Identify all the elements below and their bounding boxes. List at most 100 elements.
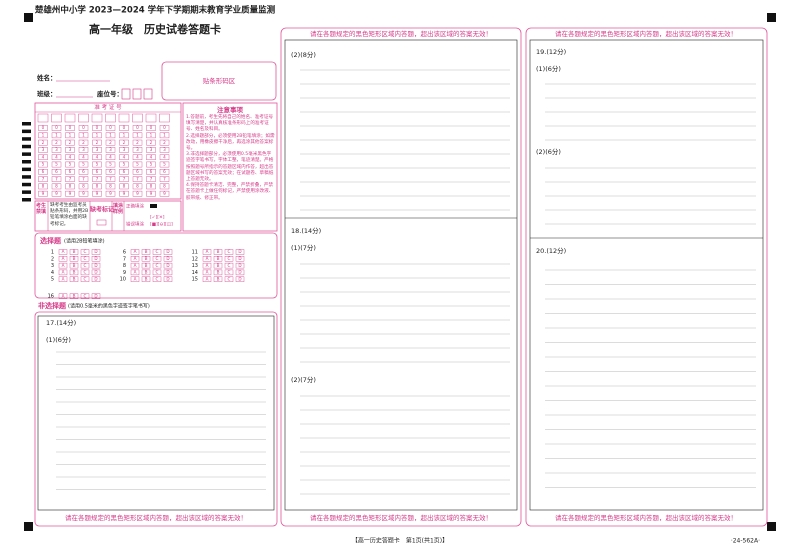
notice-item: 3.非选择题部分，必须使用0.5毫米黑色字迹签字笔书写，字体工整，笔迹清楚。严格…: [186, 152, 274, 183]
question-number: 10: [120, 277, 126, 283]
digit-bubble: 2: [150, 140, 153, 145]
digit-bubble: 7: [123, 176, 126, 181]
notice-item: 1.答题前，考生先将自己的姓名、准考证号填写清楚，并认真核准条形码上的准考证号、…: [186, 115, 274, 133]
option-bubble: C: [156, 249, 159, 254]
digit-bubble: 7: [96, 176, 99, 181]
digit-bubble: 0: [82, 125, 85, 130]
class-label: 班级：: [37, 89, 57, 98]
option-bubble: A: [62, 263, 65, 268]
digit-bubble: 3: [136, 147, 139, 152]
option-bubble: B: [73, 249, 76, 254]
digit-bubble: 4: [82, 154, 85, 159]
barcode-box: [161, 61, 277, 101]
digit-bubble: 5: [96, 162, 99, 167]
option-bubble: B: [145, 270, 148, 275]
question-number: 8: [123, 263, 126, 269]
digit-bubble: 5: [69, 162, 72, 167]
option-bubble: B: [73, 270, 76, 275]
corner-mark: [767, 13, 776, 22]
absent-mark-label: 缺考标记: [90, 206, 114, 214]
option-bubble: C: [156, 263, 159, 268]
part-label: (2)(6分): [536, 147, 561, 156]
digit-bubble: 3: [55, 147, 58, 152]
notice-box: [182, 102, 278, 232]
digit-bubble: 2: [55, 140, 58, 145]
footer-page: 【高一历史答题卡 第1页(共1页)】: [352, 537, 448, 545]
exam-number-box: [34, 102, 182, 200]
wrong-label: 错误填涂: [126, 221, 144, 228]
sample-label: 填涂样例: [113, 203, 124, 215]
option-bubble: A: [62, 270, 65, 275]
option-bubble: B: [145, 249, 148, 254]
option-bubble: A: [134, 270, 137, 275]
digit-bubble: 5: [136, 162, 139, 167]
option-bubble: B: [73, 256, 76, 261]
option-bubble: C: [156, 256, 159, 261]
warning: 请在各题规定的黑色矩形区域内答题，超出该区域的答案无效！: [555, 513, 737, 522]
option-bubble: C: [228, 249, 231, 254]
warning: 请在各题规定的黑色矩形区域内答题，超出该区域的答案无效！: [310, 29, 492, 38]
digit-bubble: 7: [69, 176, 72, 181]
option-bubble: C: [228, 270, 231, 275]
option-bubble: D: [238, 270, 241, 275]
question-number: 1: [51, 250, 54, 256]
digit-bubble: 9: [123, 191, 126, 196]
digit-bubble: 0: [96, 125, 99, 130]
part-label: (1)(7分): [291, 243, 316, 252]
corner-mark: [24, 13, 33, 22]
digit-bubble: 8: [163, 184, 166, 189]
digit-bubble: 5: [42, 162, 45, 167]
question-number: 16: [48, 294, 54, 300]
option-bubble: C: [84, 263, 87, 268]
option-bubble: D: [94, 263, 97, 268]
option-bubble: D: [94, 293, 97, 298]
option-bubble: C: [156, 270, 159, 275]
digit-bubble: 1: [150, 133, 153, 138]
digit-bubble: 2: [163, 140, 166, 145]
option-bubble: A: [134, 249, 137, 254]
digit-bubble: 4: [150, 154, 153, 159]
digit-bubble: 8: [42, 184, 45, 189]
option-bubble: A: [206, 263, 209, 268]
notice-items: 1.答题前，考生先将自己的姓名、准考证号填写清楚，并认真核准条形码上的准考证号、…: [186, 115, 275, 202]
digit-bubble: 8: [96, 184, 99, 189]
digit-bubble: 5: [55, 162, 58, 167]
warning: 请在各题规定的黑色矩形区域内答题，超出该区域的答案无效！: [555, 29, 737, 38]
option-bubble: A: [134, 276, 137, 281]
question-number: 6: [123, 250, 126, 256]
non-choice-hint: (请用0.5毫米的黑色字迹签字笔书写): [68, 303, 150, 310]
digit-bubble: 0: [123, 125, 126, 130]
question-label: 20.(12分): [536, 246, 566, 255]
absent-forbid-label: 考生禁填: [36, 203, 47, 215]
footer-code: ·24-562A·: [731, 538, 760, 545]
option-bubble: B: [217, 263, 220, 268]
digit-bubble: 8: [136, 184, 139, 189]
digit-bubble: 5: [163, 162, 166, 167]
svg-text:[■][⊖][◫]: [■][⊖][◫]: [150, 222, 173, 228]
question-number: 11: [192, 250, 198, 256]
digit-bubble: 4: [163, 154, 166, 159]
digit-bubble: 0: [136, 125, 139, 130]
title: 楚雄州中小学 2023—2024 学年下学期期末教育学业质量监测: [34, 5, 276, 16]
digit-bubble: 6: [136, 169, 139, 174]
correct-label: 正确填涂: [126, 203, 144, 210]
digit-bubble: 7: [163, 176, 166, 181]
digit-bubble: 3: [69, 147, 72, 152]
notice-title: 注意事项: [217, 105, 244, 114]
seat-label: 座位号：: [96, 89, 123, 98]
part-label: (2)(8分): [291, 50, 316, 59]
option-bubble: B: [73, 263, 76, 268]
digit-bubble: 8: [109, 184, 112, 189]
digit-bubble: 6: [55, 169, 58, 174]
digit-bubble: 3: [150, 147, 153, 152]
digit-bubble: 9: [42, 191, 45, 196]
option-bubble: A: [134, 263, 137, 268]
option-bubble: B: [145, 263, 148, 268]
digit-bubble: 8: [82, 184, 85, 189]
warning: 请在各题规定的黑色矩形区域内答题，超出该区域的答案无效！: [310, 513, 492, 522]
digit-bubble: 5: [150, 162, 153, 167]
option-bubble: A: [62, 249, 65, 254]
question-label: 18.(14分): [291, 226, 321, 235]
option-bubble: C: [84, 293, 87, 298]
